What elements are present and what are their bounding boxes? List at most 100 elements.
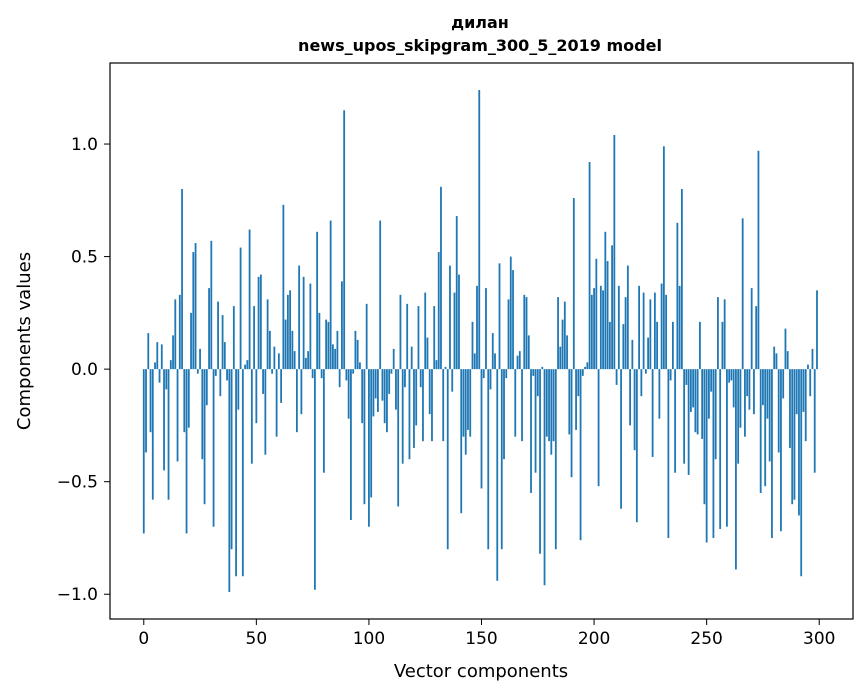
bar — [185, 369, 188, 534]
bar — [577, 369, 580, 397]
bar — [552, 369, 555, 442]
bar — [512, 270, 514, 370]
bar — [741, 218, 744, 370]
bar — [775, 353, 778, 370]
bar — [680, 189, 683, 370]
bar — [800, 369, 803, 577]
bar — [498, 263, 501, 370]
bar — [377, 369, 379, 412]
bar — [214, 369, 217, 376]
bar — [653, 292, 656, 370]
x-tick-label: 150 — [465, 629, 497, 649]
bar — [500, 369, 503, 550]
bar — [802, 369, 805, 412]
bar — [160, 344, 163, 370]
bar — [244, 364, 246, 370]
bar — [469, 369, 472, 437]
bar — [338, 369, 341, 388]
bar — [219, 369, 222, 397]
bar — [203, 369, 206, 505]
bar — [149, 369, 152, 433]
bar — [721, 321, 724, 370]
bar — [777, 369, 780, 453]
bar — [586, 362, 589, 370]
bar — [437, 252, 440, 370]
bar — [525, 297, 528, 370]
bar — [383, 369, 386, 424]
y-tick-label: 1.0 — [71, 135, 98, 155]
bar — [322, 369, 325, 473]
bar — [284, 319, 287, 370]
bar — [476, 285, 478, 370]
bar — [318, 312, 321, 370]
x-tick-label: 300 — [803, 629, 835, 649]
bar — [753, 369, 755, 415]
x-tick-label: 0 — [138, 629, 149, 649]
bar — [631, 339, 634, 370]
bar — [750, 288, 753, 370]
bar — [647, 337, 650, 370]
bar — [613, 135, 616, 370]
bar — [667, 369, 670, 538]
bar — [473, 353, 476, 370]
bar — [169, 360, 172, 370]
bar — [232, 306, 235, 370]
bar — [221, 315, 224, 370]
bar — [548, 369, 550, 442]
bar — [726, 369, 728, 527]
bar — [262, 369, 264, 394]
bar — [277, 353, 280, 370]
bar — [593, 288, 595, 370]
bar — [656, 321, 659, 370]
bar — [329, 220, 332, 370]
bar — [685, 369, 688, 385]
bar — [566, 335, 568, 370]
bar — [298, 265, 301, 370]
bar — [325, 319, 328, 370]
bar — [386, 369, 388, 433]
x-tick-label: 100 — [353, 629, 385, 649]
bar — [539, 369, 541, 554]
bar — [514, 369, 517, 437]
bar — [156, 342, 159, 370]
bar — [446, 369, 449, 550]
bar — [154, 362, 156, 370]
bar — [748, 369, 751, 410]
bar — [347, 369, 350, 419]
bar — [755, 306, 758, 370]
bar — [563, 301, 566, 370]
bar — [196, 369, 199, 374]
bar — [327, 321, 330, 370]
bar — [291, 330, 294, 370]
bar — [379, 220, 382, 370]
bar — [735, 369, 737, 570]
bar — [187, 369, 190, 428]
bar — [268, 330, 271, 370]
bar — [194, 243, 197, 370]
bar — [293, 351, 296, 370]
bar — [485, 288, 487, 370]
bar — [462, 369, 465, 437]
bar — [813, 369, 816, 473]
bar — [190, 312, 192, 370]
bar — [444, 366, 447, 370]
bar — [536, 369, 539, 397]
bar — [780, 369, 782, 532]
bar — [554, 369, 557, 550]
bar — [575, 369, 577, 430]
bar — [183, 369, 186, 433]
bar — [784, 328, 787, 370]
bar — [147, 333, 150, 370]
bar — [595, 258, 598, 370]
bar — [699, 321, 701, 370]
bar — [458, 274, 460, 370]
bar — [449, 265, 451, 370]
bar — [795, 369, 798, 415]
bar — [615, 369, 618, 385]
bar — [620, 369, 622, 509]
bar — [235, 369, 237, 577]
bar — [597, 369, 600, 487]
bar — [199, 348, 201, 370]
bar — [217, 301, 219, 370]
bar — [719, 369, 722, 529]
